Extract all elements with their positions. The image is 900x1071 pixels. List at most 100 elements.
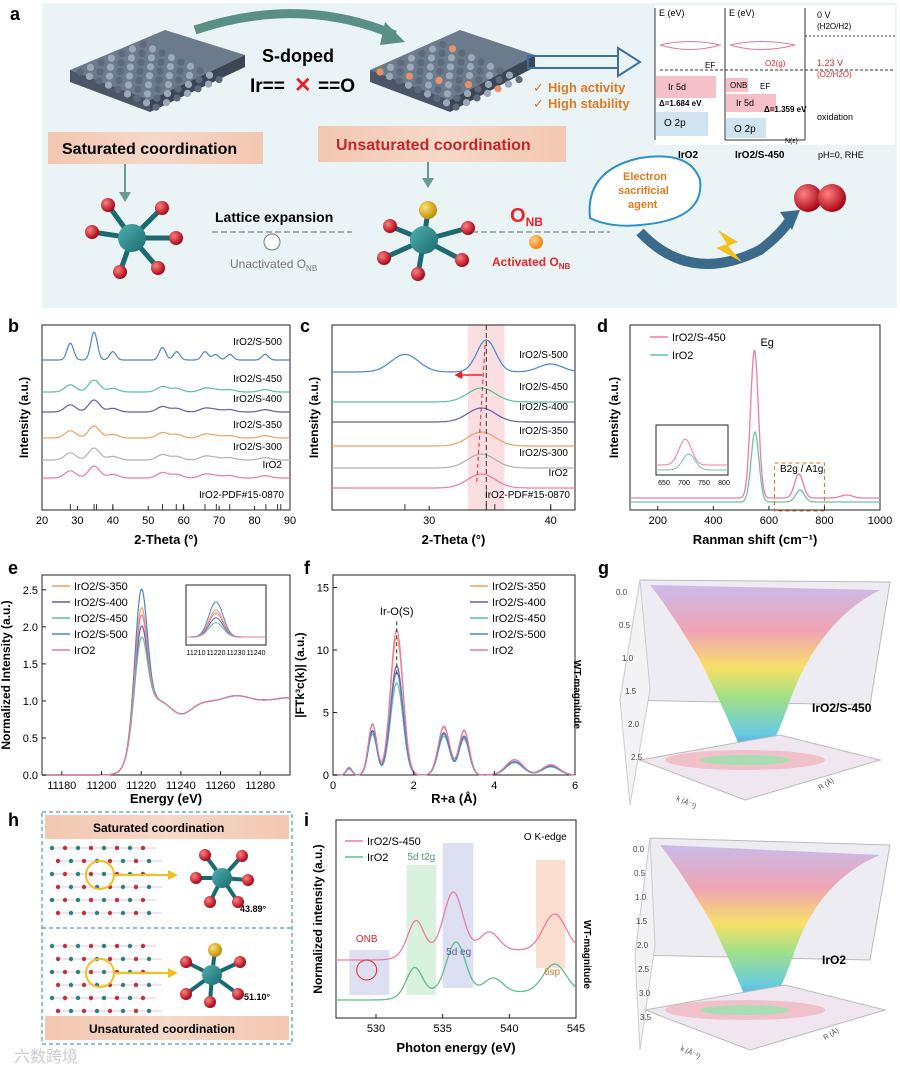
lattice-atom xyxy=(121,859,125,863)
lattice-atom xyxy=(152,104,159,111)
panel-label-h: h xyxy=(8,810,19,830)
legend-label: IrO2 xyxy=(549,468,569,479)
lattice-atom xyxy=(195,76,202,83)
lattice-atom xyxy=(56,983,60,987)
lattice-atom xyxy=(475,76,482,83)
lattice-atom xyxy=(157,59,164,66)
lattice-atom xyxy=(82,1009,86,1013)
lattice-atom xyxy=(82,859,86,863)
lattice-atom xyxy=(82,885,86,889)
lattice-atom xyxy=(134,1009,138,1013)
x-tick-label: 50 xyxy=(142,515,154,527)
lattice-atom xyxy=(436,68,443,75)
lattice-atom xyxy=(108,55,115,62)
lattice-atom xyxy=(485,81,492,88)
inset-x-tick: 750 xyxy=(698,480,710,487)
x-tick-label: 6 xyxy=(572,780,578,792)
x-axis-label: Ranman shift (cm⁻¹) xyxy=(693,532,818,547)
lattice-atom xyxy=(454,86,461,93)
x-tick-label: 2 xyxy=(411,780,417,792)
lattice-atom xyxy=(158,50,165,57)
unsaturated-label: Unsaturated coordination xyxy=(336,137,531,154)
y-tick-label: 5 xyxy=(323,708,329,720)
wt-magnitude-label: WT-magnitude xyxy=(571,660,582,729)
lattice-atom xyxy=(464,90,471,97)
legend-label: IrO2/S-450 xyxy=(233,374,282,385)
x-tick-label: 11280 xyxy=(245,780,275,792)
legend-label: IrO2/S-450 xyxy=(492,613,546,625)
lattice-atom xyxy=(102,970,106,974)
angle-top: 43.89° xyxy=(240,904,267,914)
series-line-IrO2/S-450 xyxy=(42,637,290,775)
lattice-atom xyxy=(495,76,502,83)
x-tick-label: 800 xyxy=(815,515,833,527)
saturated-label: Saturated coordination xyxy=(62,141,237,158)
legend-label: IrO2 xyxy=(367,852,388,864)
lattice-atom xyxy=(95,1009,99,1013)
series-line-IrO2 xyxy=(332,474,575,488)
o-label: ==O xyxy=(318,76,355,97)
lattice-atom xyxy=(175,76,182,83)
lattice-atom xyxy=(126,72,133,79)
z-tick: 1.0 xyxy=(622,654,634,663)
lattice-atom xyxy=(463,99,470,106)
lattice-atom xyxy=(134,885,138,889)
region-onb xyxy=(349,950,389,995)
level-0v-sub: (H2O/H2) xyxy=(817,22,852,31)
lattice-atom xyxy=(118,50,125,57)
y-tick-label: 0.5 xyxy=(23,733,38,745)
z-tick: 1.5 xyxy=(636,917,648,926)
lattice-atom xyxy=(121,983,125,987)
lattice-atom xyxy=(89,898,93,902)
y-tick-label: 2.5 xyxy=(23,585,38,597)
lattice-atom xyxy=(102,872,106,876)
energy-iro2-s450-label: IrO2/S-450 xyxy=(735,150,785,161)
lattice-atom xyxy=(102,898,106,902)
z-tick: 1.5 xyxy=(625,687,637,696)
x-tick-label: 90 xyxy=(284,515,296,527)
lattice-atom xyxy=(428,54,435,61)
lattice-atom xyxy=(137,59,144,66)
legend-label: IrO2/S-450 xyxy=(74,613,128,625)
lattice-atom xyxy=(149,45,156,52)
lattice-atom xyxy=(395,77,402,84)
lattice-atom xyxy=(115,996,119,1000)
lattice-atom xyxy=(69,1009,73,1013)
lattice-atom xyxy=(405,82,412,89)
lattice-atom xyxy=(163,99,170,106)
lattice-atom xyxy=(177,58,184,65)
y-axis-label: Normalized intensity (a.u.) xyxy=(311,844,325,993)
lattice-atom xyxy=(138,50,145,57)
lattice-atom xyxy=(56,859,60,863)
sulfur-atom xyxy=(376,68,383,75)
x-tick-label: 40 xyxy=(545,515,557,527)
o2-molecule-atom xyxy=(818,184,846,212)
z-tick: 3.0 xyxy=(639,989,651,998)
ir5d-label: Ir 5d xyxy=(668,82,686,92)
level-123v: 1.23 V xyxy=(817,58,843,68)
oxidation-label: oxidation xyxy=(817,112,853,122)
lattice-expansion-label: Lattice expansion xyxy=(215,209,333,225)
lattice-atom xyxy=(121,911,125,915)
sulfur-atom xyxy=(449,45,456,52)
lattice-atom xyxy=(128,898,132,902)
lattice-atom xyxy=(425,81,432,88)
panel-label-g: g xyxy=(598,558,609,578)
legend-label: IrO2/S-300 xyxy=(233,442,282,453)
legend-label: IrO2/S-450 xyxy=(519,382,568,393)
lattice-atom xyxy=(63,872,67,876)
lattice-atom xyxy=(69,885,73,889)
sulfur-atom xyxy=(494,85,501,92)
y-tick-label: 15 xyxy=(317,583,329,595)
lattice-atom xyxy=(105,82,112,89)
lattice-atom xyxy=(426,72,433,79)
lattice-atom xyxy=(115,77,122,84)
chart-d: IrO2/S-450 IrO2 Eg B2g / A1g 650 700 750 800 200… xyxy=(607,325,892,547)
panel-label-f: f xyxy=(304,558,311,578)
lattice-atom xyxy=(173,94,180,101)
o2-molecule-atom xyxy=(794,184,822,212)
lattice-atom xyxy=(134,957,138,961)
lattice-atom xyxy=(87,64,94,71)
lattice-atom xyxy=(76,898,80,902)
z-tick: 0.0 xyxy=(616,588,628,597)
